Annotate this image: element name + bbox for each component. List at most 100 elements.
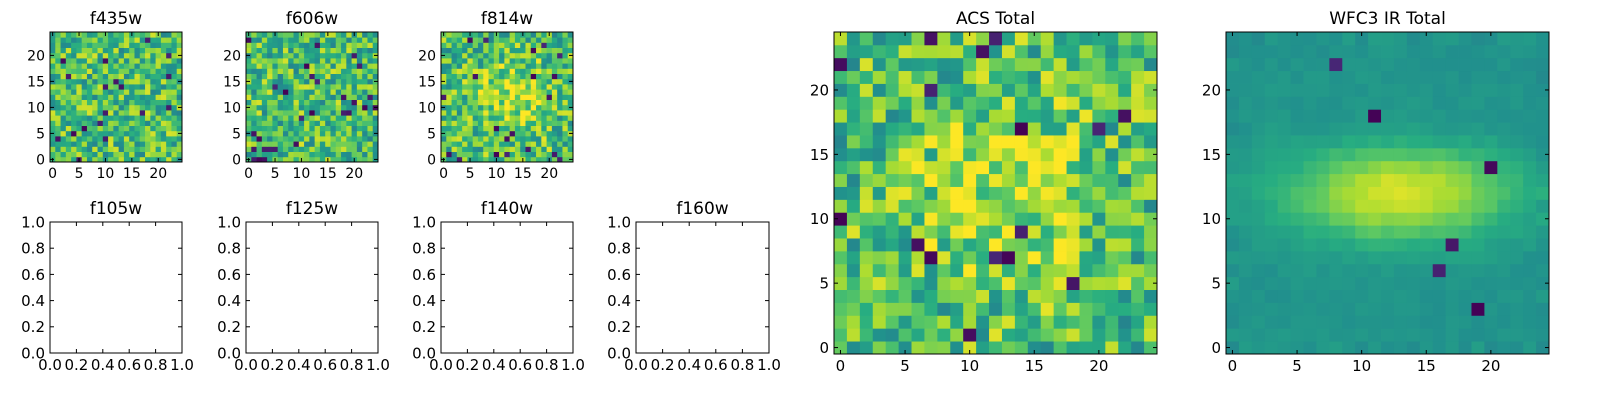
image-cell bbox=[293, 130, 300, 137]
image-cell bbox=[1523, 83, 1537, 97]
image-cell bbox=[536, 99, 542, 106]
image-cell bbox=[118, 120, 125, 126]
image-cell bbox=[441, 115, 447, 121]
image-cell bbox=[872, 289, 887, 303]
image-cell bbox=[467, 89, 474, 95]
image-cell bbox=[1277, 122, 1291, 136]
image-cell bbox=[50, 146, 56, 152]
image-cell bbox=[65, 32, 72, 38]
image-cell bbox=[441, 37, 447, 43]
image-cell bbox=[1277, 135, 1291, 149]
image-cell bbox=[1342, 225, 1356, 239]
image-cell bbox=[937, 109, 951, 123]
image-cell bbox=[1251, 57, 1266, 72]
image-cell bbox=[251, 37, 257, 43]
image-cell bbox=[530, 84, 537, 90]
image-cell bbox=[1251, 199, 1266, 213]
image-cell bbox=[467, 73, 474, 80]
image-cell bbox=[1040, 212, 1055, 226]
image-cell bbox=[514, 37, 521, 43]
image-cell bbox=[536, 136, 542, 142]
image-cell bbox=[129, 58, 135, 64]
image-cell bbox=[86, 73, 93, 80]
image-cell bbox=[160, 37, 167, 43]
image-cell bbox=[246, 47, 252, 54]
image-cell bbox=[1092, 199, 1106, 213]
y-tick-label: 5 bbox=[427, 126, 436, 142]
image-cell bbox=[1290, 225, 1304, 239]
image-cell bbox=[872, 276, 887, 290]
image-cell bbox=[1290, 70, 1304, 84]
image-cell bbox=[293, 63, 300, 69]
image-cell bbox=[108, 146, 114, 152]
image-cell bbox=[139, 151, 146, 158]
y-tick-label: 5 bbox=[232, 126, 241, 142]
image-cell bbox=[367, 146, 374, 152]
image-cell bbox=[1355, 341, 1369, 355]
image-cell bbox=[1040, 147, 1055, 162]
image-cell bbox=[155, 73, 162, 80]
image-cell bbox=[1014, 238, 1029, 252]
image-cell bbox=[86, 120, 93, 126]
image-cell bbox=[520, 151, 526, 158]
image-cell bbox=[282, 89, 289, 95]
image-cell bbox=[171, 130, 178, 137]
image-cell bbox=[1118, 122, 1132, 136]
image-cell bbox=[1432, 147, 1447, 162]
image-cell bbox=[139, 99, 146, 106]
image-cell bbox=[467, 136, 474, 142]
image-cell bbox=[367, 110, 374, 116]
image-cell bbox=[71, 94, 77, 100]
image-cell bbox=[514, 156, 521, 163]
image-cell bbox=[81, 84, 88, 90]
image-cell bbox=[277, 115, 284, 121]
image-cell bbox=[1381, 225, 1395, 239]
image-cell bbox=[314, 141, 321, 147]
image-cell bbox=[551, 58, 558, 64]
image-cell bbox=[462, 63, 468, 69]
y-tick-label: 0.2 bbox=[217, 318, 241, 336]
image-cell bbox=[293, 115, 300, 121]
image-cell bbox=[129, 84, 135, 90]
image-cell bbox=[267, 130, 273, 137]
image-cell bbox=[356, 99, 363, 106]
image-cell bbox=[251, 89, 257, 95]
image-cell bbox=[504, 84, 511, 90]
image-cell bbox=[467, 37, 474, 43]
image-cell bbox=[859, 302, 874, 316]
image-cell bbox=[171, 141, 178, 147]
image-cell bbox=[963, 199, 977, 213]
image-cell bbox=[1342, 289, 1356, 303]
image-cell bbox=[1040, 44, 1055, 59]
image-cell bbox=[1406, 289, 1421, 303]
image-cell bbox=[139, 104, 146, 111]
image-cell bbox=[267, 32, 273, 38]
image-cell bbox=[885, 302, 899, 316]
image-cell bbox=[1131, 173, 1145, 187]
image-cell bbox=[55, 94, 61, 100]
image-cell bbox=[1510, 83, 1524, 97]
image-cell bbox=[97, 47, 104, 54]
image-cell bbox=[1144, 263, 1158, 278]
image-cell bbox=[55, 42, 61, 48]
image-cell bbox=[530, 63, 537, 69]
image-cell bbox=[246, 63, 252, 69]
image-cell bbox=[1092, 160, 1106, 175]
image-cell bbox=[261, 120, 268, 126]
image-cell bbox=[319, 58, 326, 64]
image-cell bbox=[1368, 315, 1382, 329]
x-tick-label: 0.6 bbox=[704, 356, 728, 374]
image-cell bbox=[441, 47, 447, 54]
image-cell bbox=[1238, 302, 1253, 316]
image-cell bbox=[314, 136, 321, 142]
image-cell bbox=[86, 136, 93, 142]
image-cell bbox=[155, 136, 162, 142]
image-cell bbox=[467, 94, 474, 100]
image-cell bbox=[1238, 44, 1253, 59]
image-cell bbox=[160, 125, 167, 132]
image-cell bbox=[1131, 96, 1145, 110]
image-cell bbox=[1419, 173, 1434, 187]
image-cell bbox=[963, 160, 977, 175]
image-cell bbox=[456, 94, 463, 100]
image-cell bbox=[160, 84, 167, 90]
